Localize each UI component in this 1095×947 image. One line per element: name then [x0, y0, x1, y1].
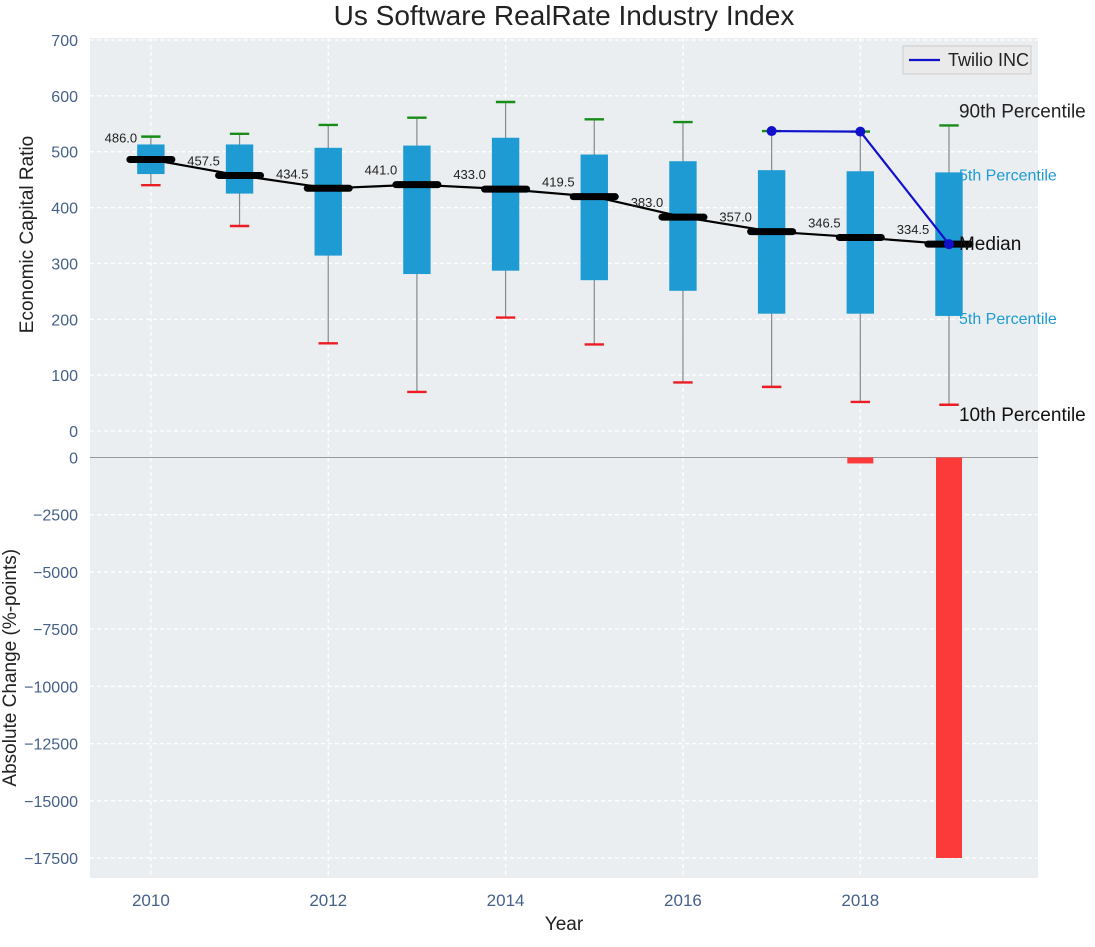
- svg-text:2018: 2018: [841, 891, 879, 910]
- svg-text:Absolute Change (%-points): Absolute Change (%-points): [0, 549, 21, 787]
- svg-text:10th Percentile: 10th Percentile: [959, 405, 1086, 426]
- svg-text:90th Percentile: 90th Percentile: [959, 101, 1086, 122]
- svg-text:2016: 2016: [664, 891, 702, 910]
- svg-text:441.0: 441.0: [365, 163, 398, 178]
- svg-text:Year: Year: [545, 914, 584, 935]
- svg-text:Twilio INC: Twilio INC: [948, 50, 1029, 70]
- svg-text:−15000: −15000: [24, 794, 78, 811]
- svg-text:457.5: 457.5: [187, 153, 220, 168]
- svg-text:346.5: 346.5: [808, 215, 841, 230]
- svg-text:700: 700: [51, 33, 78, 50]
- svg-text:400: 400: [51, 201, 78, 218]
- svg-text:Economic Capital Ratio: Economic Capital Ratio: [17, 136, 38, 333]
- svg-text:−10000: −10000: [24, 679, 78, 696]
- svg-text:100: 100: [51, 368, 78, 385]
- svg-text:600: 600: [51, 89, 78, 106]
- svg-text:0: 0: [69, 451, 78, 468]
- svg-text:−7500: −7500: [33, 622, 78, 639]
- svg-text:−5000: −5000: [33, 565, 78, 582]
- svg-text:2014: 2014: [487, 891, 525, 910]
- svg-text:500: 500: [51, 145, 78, 162]
- svg-text:300: 300: [51, 256, 78, 273]
- svg-text:419.5: 419.5: [542, 175, 575, 190]
- svg-text:383.0: 383.0: [631, 195, 664, 210]
- svg-text:Median: Median: [959, 234, 1021, 255]
- svg-text:0: 0: [69, 424, 78, 441]
- svg-text:357.0: 357.0: [719, 210, 752, 225]
- svg-text:2012: 2012: [309, 891, 347, 910]
- svg-text:434.5: 434.5: [276, 166, 309, 181]
- svg-text:5th Percentile: 5th Percentile: [959, 167, 1057, 184]
- svg-text:433.0: 433.0: [453, 167, 486, 182]
- svg-text:200: 200: [51, 312, 78, 329]
- svg-text:486.0: 486.0: [105, 131, 138, 146]
- svg-text:−12500: −12500: [24, 737, 78, 754]
- svg-text:Us Software RealRate Industry: Us Software RealRate Industry Index: [334, 0, 795, 31]
- svg-text:−17500: −17500: [24, 851, 78, 868]
- svg-text:−2500: −2500: [33, 508, 78, 525]
- svg-text:5th Percentile: 5th Percentile: [959, 311, 1057, 328]
- svg-text:334.5: 334.5: [897, 222, 930, 237]
- svg-text:2010: 2010: [132, 891, 170, 910]
